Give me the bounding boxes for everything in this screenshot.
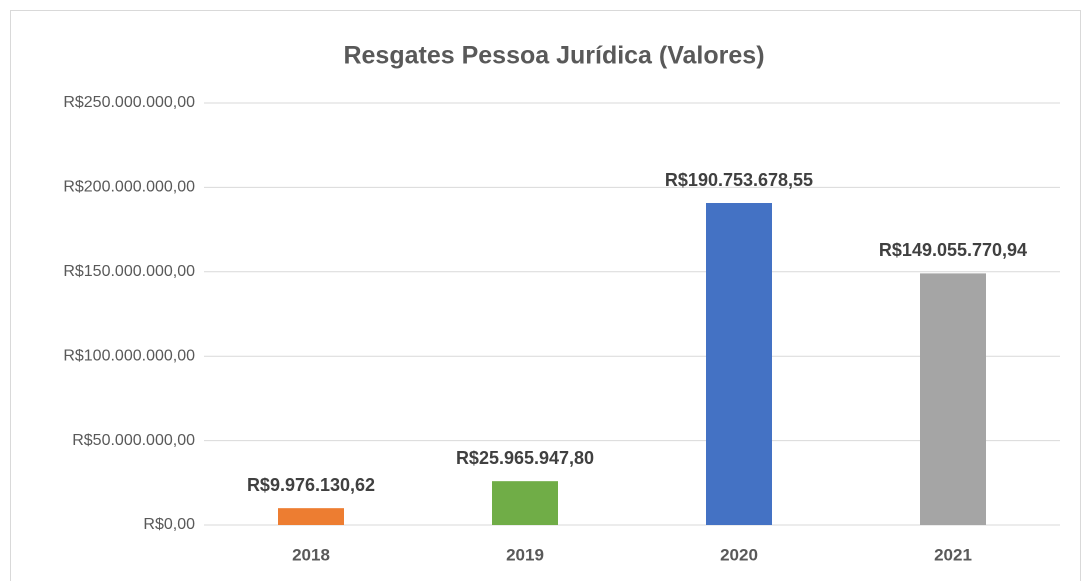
value-label: R$9.976.130,62 (247, 475, 375, 495)
y-tick-label: R$0,00 (143, 516, 195, 533)
y-tick-label: R$150.000.000,00 (63, 263, 195, 280)
bar (278, 508, 344, 525)
chart-title: Resgates Pessoa Jurídica (Valores) (343, 42, 764, 70)
x-tick-label: 2019 (506, 545, 544, 564)
value-label: R$190.753.678,55 (665, 170, 813, 190)
x-tick-label: 2018 (292, 545, 330, 564)
value-label: R$25.965.947,80 (456, 448, 594, 468)
y-tick-label: R$250.000.000,00 (63, 94, 195, 111)
y-tick-label: R$100.000.000,00 (63, 347, 195, 364)
bar (920, 273, 986, 525)
value-label: R$149.055.770,94 (879, 240, 1027, 260)
bar (706, 203, 772, 525)
x-tick-label: 2021 (934, 545, 972, 564)
y-tick-label: R$50.000.000,00 (72, 432, 195, 449)
x-tick-label: 2020 (720, 545, 758, 564)
bar (492, 481, 558, 525)
y-tick-label: R$200.000.000,00 (63, 179, 195, 196)
